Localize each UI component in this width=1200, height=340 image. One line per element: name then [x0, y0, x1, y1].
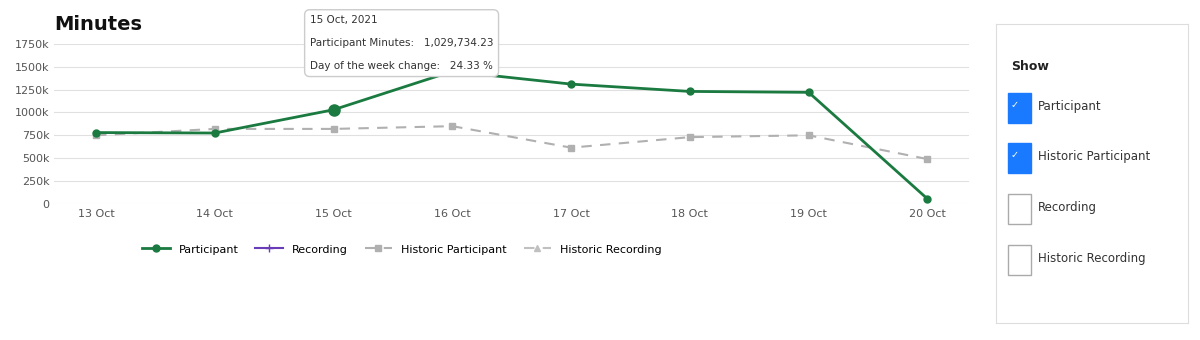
Text: ✓: ✓ [1010, 150, 1019, 160]
Text: Historic Recording: Historic Recording [1038, 252, 1146, 265]
Text: Show: Show [1012, 60, 1049, 73]
Bar [1008, 143, 1031, 173]
Bar [1008, 92, 1031, 122]
Legend: Participant, Recording, Historic Participant, Historic Recording: Participant, Recording, Historic Partici… [138, 239, 666, 259]
Bar [1008, 194, 1031, 224]
Text: 15 Oct, 2021

Participant Minutes:   1,029,734.23

Day of the week change:   24.: 15 Oct, 2021 Participant Minutes: 1,029,… [310, 15, 493, 71]
Text: Participant: Participant [1038, 100, 1102, 113]
Bar [1008, 245, 1031, 275]
Text: Historic Participant: Historic Participant [1038, 150, 1151, 164]
Text: ✓: ✓ [1010, 100, 1019, 109]
Text: Minutes: Minutes [54, 15, 143, 34]
Text: Recording: Recording [1038, 201, 1097, 214]
